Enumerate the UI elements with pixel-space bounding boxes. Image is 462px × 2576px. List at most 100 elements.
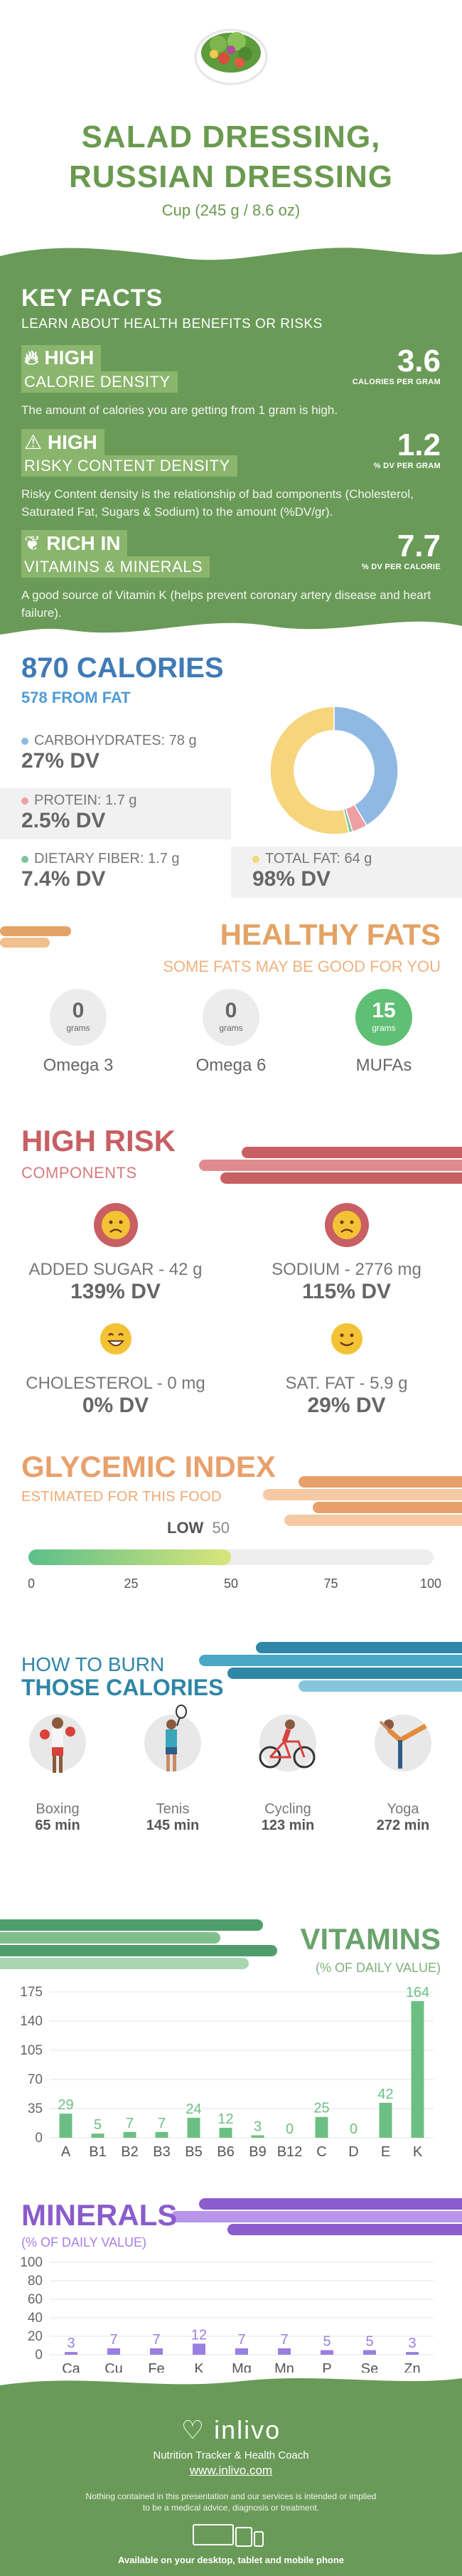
boxing-icon: [40, 1717, 75, 1773]
vitamins-title: VITAMINS: [300, 1922, 441, 1956]
nutrient-carbohydrates: CARBOHYDRATES: 78 g 27% DV: [21, 733, 197, 773]
fact-description: Risky Content density is the relationshi…: [21, 487, 414, 519]
x-tick-label: Mg: [232, 2361, 252, 2373]
y-tick-label: 80: [28, 2274, 43, 2289]
bar-K: [411, 2000, 424, 2138]
cycling-icon: [259, 1719, 316, 1769]
data-label: 0: [286, 2121, 294, 2137]
x-tick-label: B1: [89, 2144, 106, 2160]
warning-icon: ⚠: [24, 431, 43, 453]
bar-Se: [363, 2350, 376, 2355]
legend-dot: [21, 737, 28, 745]
data-label: 7: [126, 2116, 134, 2131]
data-label: 164: [406, 1985, 429, 2000]
page-title: SALAD DRESSING, RUSSIAN DRESSING: [0, 117, 462, 197]
data-label: 5: [94, 2117, 102, 2133]
flame-icon: 🔥︎: [24, 346, 39, 369]
fact-risky-content-density: ⚠ HIGH RISKY CONTENT DENSITY Risky Conte…: [21, 429, 441, 521]
glycemic-decor-stripes: [263, 1476, 462, 1526]
x-tick-label: Mn: [274, 2361, 294, 2373]
y-tick-label: 175: [20, 1985, 43, 2000]
fact-level-badge: ❦ RICH IN: [21, 530, 128, 556]
risk-sodium: SODIUM - 2776 mg 115% DV: [231, 1202, 462, 1304]
disclaimer: Nothing contained in this presentation a…: [85, 2491, 377, 2513]
x-tick-label: B3: [153, 2144, 170, 2160]
y-tick-label: 35: [28, 2101, 43, 2116]
bar-B6: [219, 2127, 232, 2138]
x-tick-label: Cu: [104, 2361, 123, 2373]
x-tick-label: K: [413, 2144, 423, 2160]
brand-url[interactable]: www.inlivo.com: [189, 2464, 273, 2477]
x-tick-label: Se: [361, 2361, 378, 2373]
nutrient-total-fat: TOTAL FAT: 64 g 98% DV: [231, 847, 462, 898]
bar-B1: [91, 2134, 104, 2138]
risk-cholesterol: CHOLESTEROL - 0 mg 0% DV: [0, 1316, 231, 1418]
vitamins-subtitle: (% OF DAILY VALUE): [315, 1961, 441, 1975]
data-label: 12: [217, 2111, 233, 2127]
title-line-1: SALAD DRESSING,: [81, 120, 381, 154]
y-tick-label: 70: [28, 2072, 43, 2087]
nutrient-fiber: DIETARY FIBER: 1.7 g 7.4% DV: [21, 851, 180, 891]
vitamins-bar-chart: 0 35 70 105 140 175 29 A 5 B1 7 B2 7 B3 24 B5 12 B6 3 B9 0 B1…: [20, 1985, 434, 2160]
y-tick-label: 0: [35, 2131, 43, 2146]
x-tick-label: B9: [249, 2144, 266, 2160]
yoga-icon: [379, 1719, 427, 1769]
y-tick-label: 60: [28, 2292, 43, 2307]
x-tick-label: B5: [185, 2144, 202, 2160]
nutrient-protein: PROTEIN: 1.7 g 2.5% DV: [0, 788, 231, 839]
activity-boxing: Boxing 65 min: [0, 1714, 115, 1834]
data-label: 0: [350, 2121, 358, 2137]
healthy-fats-section: HEALTHY FATS SOME FATS MAY BE GOOD FOR Y…: [0, 903, 462, 1096]
glycemic-level: LOW: [167, 1519, 204, 1537]
burn-title-line-2: THOSE CALORIES: [21, 1675, 224, 1700]
data-label: 7: [109, 2332, 117, 2348]
glycemic-title: GLYCEMIC INDEX: [21, 1450, 276, 1483]
minerals-bar-chart: 0 20 40 60 80 100 3 Ca 7 Cu 7 Fe 12 K 7 Mg 7 Mn 5 P 5 Se 3 Zn: [20, 2255, 434, 2373]
burn-title-line-1: HOW TO BURN: [21, 1653, 165, 1675]
data-label: 5: [365, 2334, 373, 2350]
calories-subtitle: 578 FROM FAT: [21, 689, 131, 706]
x-tick-label: B2: [121, 2144, 138, 2160]
fact-value: 7.7 % DV PER CALORIE: [361, 529, 441, 572]
minerals-section: MINERALS (% OF DAILY VALUE) 0 20 40 60 80 100…: [0, 2170, 462, 2373]
data-label: 25: [313, 2101, 329, 2116]
donut-slice-fat: [269, 706, 350, 835]
x-tick-label: P: [322, 2361, 331, 2373]
data-label: 3: [67, 2336, 75, 2351]
footer-section: ♡ inlivo Nutrition Tracker & Health Coac…: [0, 2373, 462, 2576]
x-tick-label: Fe: [148, 2361, 164, 2373]
heart-icon: ♡: [181, 2415, 206, 2444]
x-tick-label: C: [316, 2144, 326, 2160]
fat-mufas: 15 grams MUFAs: [313, 989, 455, 1076]
x-tick-label: B6: [217, 2144, 234, 2160]
x-tick-label: Zn: [404, 2361, 420, 2373]
fact-name: RISKY CONTENT DENSITY: [21, 455, 237, 477]
glycemic-tick-label: 25: [124, 1576, 138, 1591]
happy-face-icon: [100, 1323, 131, 1355]
key-facts-title: KEY FACTS: [21, 285, 163, 312]
glycemic-tick-label: 0: [28, 1576, 35, 1591]
data-label: 3: [254, 2119, 262, 2134]
glycemic-tick-label: 75: [323, 1576, 338, 1591]
y-tick-label: 0: [35, 2348, 43, 2363]
x-tick-label: Ca: [62, 2361, 80, 2373]
fats-subtitle: SOME FATS MAY BE GOOD FOR YOU: [163, 958, 441, 975]
legend-dot: [21, 855, 28, 863]
data-label: 7: [158, 2116, 166, 2131]
bar-Mn: [278, 2348, 291, 2355]
macro-donut-chart: [269, 706, 399, 835]
legend-dot: [21, 797, 28, 805]
tennis-icon: [166, 1705, 187, 1771]
x-tick-label: E: [381, 2144, 390, 2160]
fact-vitamins-minerals: ❦ RICH IN VITAMINS & MINERALS A good sou…: [21, 530, 441, 622]
glycemic-scale: 0 25 50 75 100: [28, 1549, 441, 1591]
leaf-icon: ❦: [24, 532, 41, 554]
footer-background: [0, 2378, 462, 2576]
fact-name: CALORIE DENSITY: [21, 371, 178, 393]
glycemic-value: 50: [212, 1519, 230, 1537]
salad-bowl-icon: [194, 28, 268, 85]
bar-Zn: [406, 2352, 419, 2355]
fact-value: 1.2 % DV PER GRAM: [373, 428, 441, 471]
fat-omega-3: 0 grams Omega 3: [7, 989, 149, 1076]
fats-decor-stripes: [0, 926, 71, 948]
